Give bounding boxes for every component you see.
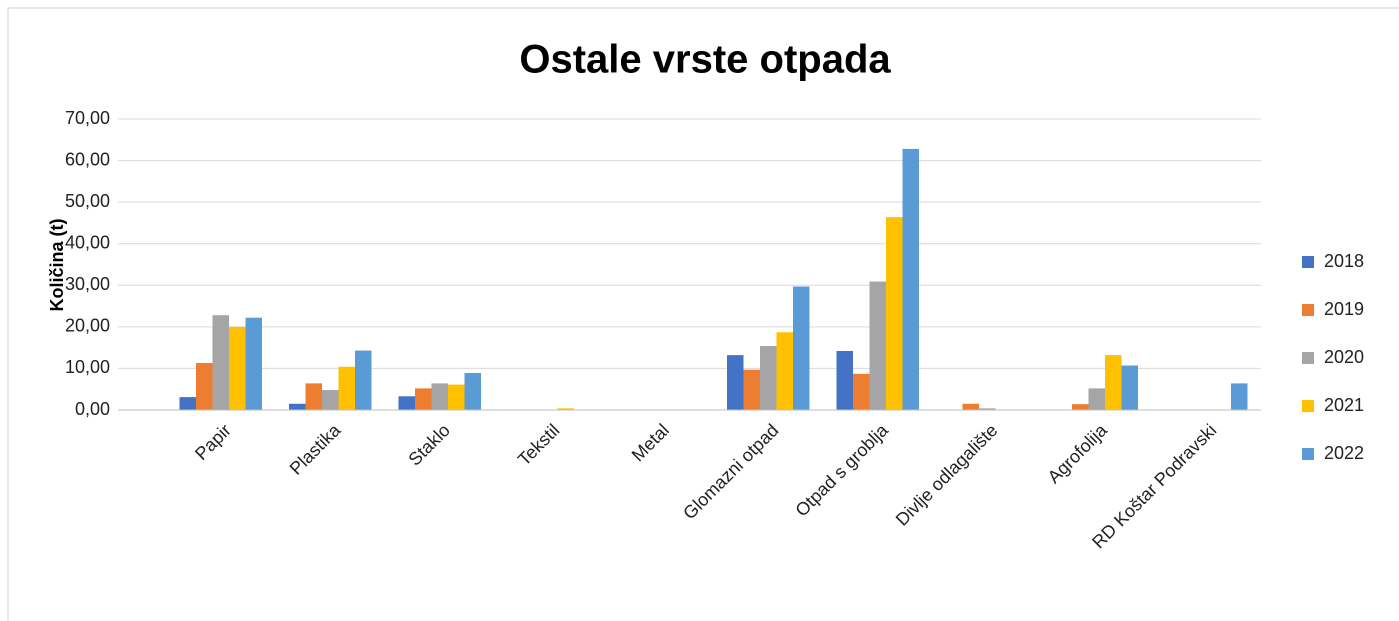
chart-title: Ostale vrste otpada	[519, 38, 891, 82]
bar	[431, 383, 448, 410]
bar	[196, 363, 213, 410]
y-tick-label: 40,00	[65, 232, 110, 252]
bar	[962, 403, 979, 410]
bar	[886, 217, 903, 410]
bar	[289, 403, 306, 410]
bar	[727, 355, 744, 410]
legend-label: 2021	[1324, 395, 1364, 415]
legend-label: 2018	[1324, 251, 1364, 271]
legend-label: 2020	[1324, 347, 1364, 367]
y-tick-label: 70,00	[65, 108, 110, 128]
bar	[415, 388, 432, 410]
bar	[902, 148, 919, 410]
legend-swatch	[1302, 256, 1314, 268]
bar	[1231, 383, 1248, 410]
legend-swatch	[1302, 400, 1314, 412]
y-tick-label: 30,00	[65, 274, 110, 294]
bar	[776, 332, 793, 410]
bar	[179, 397, 196, 410]
bar	[305, 383, 322, 410]
legend-swatch	[1302, 304, 1314, 316]
bar	[448, 384, 465, 410]
bar	[355, 350, 372, 410]
bar	[557, 408, 574, 410]
bar	[1088, 388, 1105, 410]
bar	[1105, 355, 1122, 410]
y-tick-label: 20,00	[65, 316, 110, 336]
legend-swatch	[1302, 352, 1314, 364]
bar	[793, 286, 810, 410]
bar	[979, 408, 996, 410]
bar	[398, 396, 415, 410]
bar	[338, 366, 355, 410]
bar	[212, 315, 229, 410]
bar	[1072, 404, 1089, 410]
legend-label: 2019	[1324, 299, 1364, 319]
y-tick-label: 50,00	[65, 191, 110, 211]
bar	[743, 369, 760, 410]
bar	[322, 390, 339, 410]
y-tick-label: 60,00	[65, 149, 110, 169]
bar	[760, 345, 777, 410]
y-tick-label: 0,00	[75, 399, 110, 419]
legend-swatch	[1302, 448, 1314, 460]
legend-label: 2022	[1324, 443, 1364, 463]
bar	[1121, 365, 1138, 410]
bar	[869, 281, 886, 410]
bar	[229, 326, 246, 410]
y-axis-label: Količina (t)	[47, 218, 67, 311]
y-tick-label: 10,00	[65, 357, 110, 377]
bar	[464, 373, 481, 410]
bar	[836, 350, 853, 410]
chart-frame	[7, 7, 1399, 621]
bar	[245, 317, 262, 410]
bar	[853, 373, 870, 410]
